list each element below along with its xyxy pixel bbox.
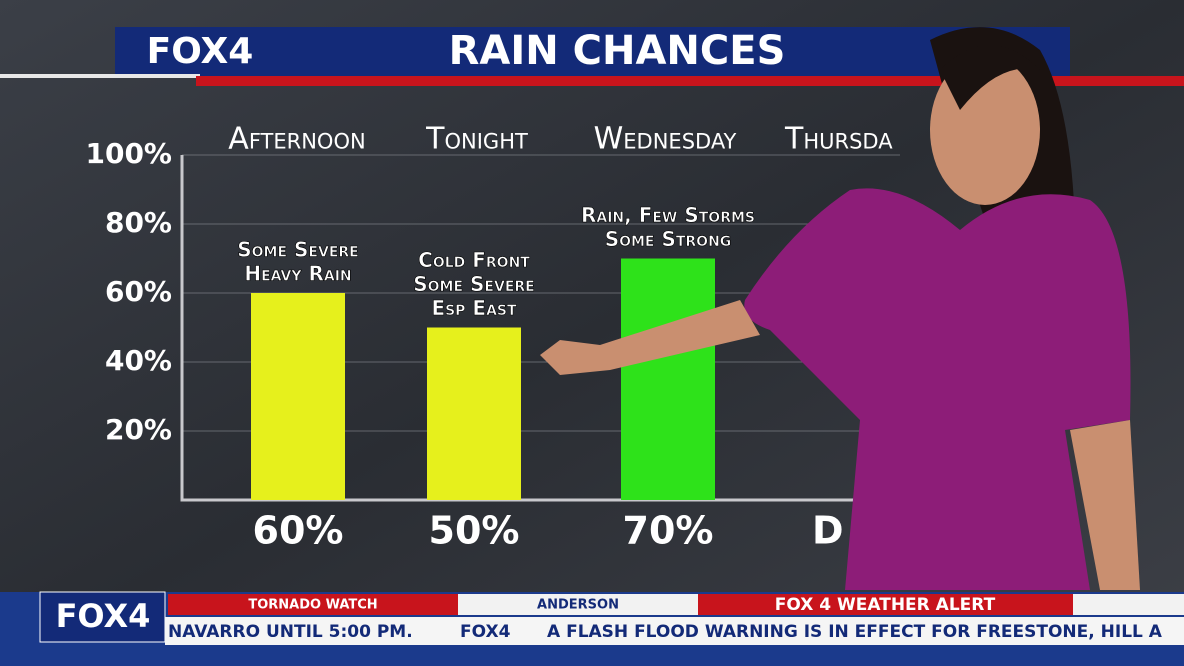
y-tick-label: 60%	[105, 275, 172, 308]
bar	[251, 293, 345, 500]
tab-label: ANDERSON	[537, 598, 619, 613]
annotation: Heavy Rain	[244, 262, 351, 286]
y-tick-label: 80%	[105, 206, 172, 239]
category-label: Thursda	[784, 122, 893, 157]
annotation: Some Strong	[605, 227, 732, 251]
presenter	[540, 27, 1140, 591]
value-label: 50%	[429, 509, 520, 553]
category-label: Tonight	[425, 122, 528, 157]
header-red-rule	[196, 76, 1184, 86]
annotation: Rain, Few Storms	[581, 203, 755, 227]
logo: FOX4	[147, 31, 254, 72]
crawl-text: NAVARRO UNTIL 5:00 PM.	[168, 622, 413, 642]
header-rule	[0, 74, 200, 78]
tab	[1073, 594, 1184, 615]
crawl-bar	[165, 617, 1184, 645]
annotation: Esp East	[431, 296, 517, 320]
value-label: 70%	[623, 509, 714, 553]
annotation: Cold Front	[418, 248, 530, 272]
tab-label: FOX 4 WEATHER ALERT	[775, 595, 996, 615]
tab	[168, 594, 458, 615]
tab-label: TORNADO WATCH	[248, 598, 377, 613]
y-tick-label: 40%	[105, 344, 172, 377]
y-tick-label: 100%	[85, 137, 172, 170]
header-bar	[115, 27, 1070, 77]
bar	[621, 258, 715, 500]
crawl-text: A FLASH FLOOD WARNING IS IN EFFECT FOR F…	[547, 622, 1163, 642]
ticker-logo-box	[39, 591, 166, 643]
y-tick-label: 20%	[105, 413, 172, 446]
ticker-logo: FOX4	[56, 597, 151, 635]
annotation: Some Severe	[413, 272, 534, 296]
tab	[698, 594, 1073, 615]
value-label: D	[812, 509, 844, 553]
annotation: Some Severe	[237, 238, 358, 262]
tab	[458, 594, 698, 615]
category-label: Afternoon	[228, 122, 365, 157]
chart-title: RAIN CHANCES	[449, 28, 786, 74]
value-label: 60%	[253, 509, 344, 553]
category-label: Wednesday	[594, 122, 737, 157]
bar	[427, 327, 521, 500]
crawl-logo: FOX4	[460, 622, 511, 642]
